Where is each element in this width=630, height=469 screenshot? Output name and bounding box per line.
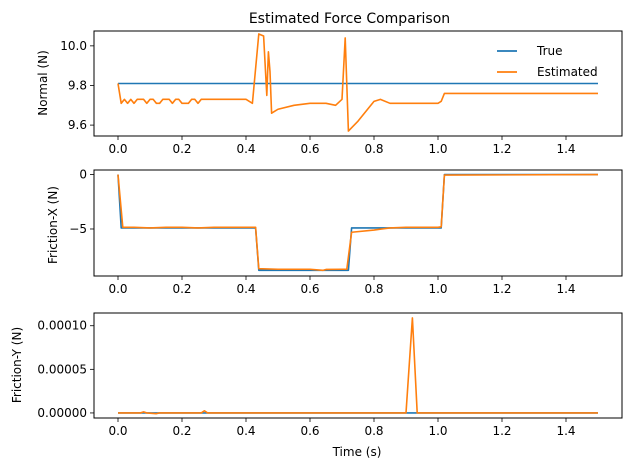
legend-true-label: True xyxy=(536,44,563,58)
friction-y-axes-frame xyxy=(93,312,623,419)
x-tick-label: 0.8 xyxy=(364,424,383,438)
x-tick-label: 0.4 xyxy=(236,282,255,296)
x-tick-label: 0.6 xyxy=(300,282,319,296)
friction-y-panel: 0.0 0.2 0.4 0.6 0.8 1.0 1.2 1.4 0.00000 0.00005 0.… xyxy=(10,312,623,459)
normal-ticks: 0.0 0.2 0.4 0.6 0.8 1.0 1.2 1.4 9.6 9.8 10.0 xyxy=(60,39,575,156)
normal-series xyxy=(117,33,598,132)
x-tick-label: 1.2 xyxy=(492,142,511,156)
x-tick-label: 0.8 xyxy=(364,282,383,296)
y-tick-label: 9.8 xyxy=(68,78,87,92)
y-tick-label: 10.0 xyxy=(60,39,87,53)
normal-force-panel: Estimated Force Comparison 0.0 0.2 0.4 0.6 0… xyxy=(36,11,623,156)
y-tick-label: −5 xyxy=(69,222,87,236)
x-tick-label: 1.0 xyxy=(428,142,447,156)
series-line-estimated xyxy=(117,33,598,132)
y-tick-label: 0.00005 xyxy=(37,362,87,376)
friction-y-y-axis-label: Friction-Y (N) xyxy=(10,327,24,403)
friction-x-ticks: 0.0 0.2 0.4 0.6 0.8 1.0 1.2 1.4 −5 0 xyxy=(69,168,575,296)
chart-title: Estimated Force Comparison xyxy=(249,11,450,27)
x-tick-label: 1.4 xyxy=(556,142,575,156)
friction-x-panel: 0.0 0.2 0.4 0.6 0.8 1.0 1.2 1.4 −5 0 Friction-X (… xyxy=(46,168,623,296)
legend: True Estimated xyxy=(497,44,598,79)
x-tick-label: 0.8 xyxy=(364,142,383,156)
x-tick-label: 0.2 xyxy=(172,142,191,156)
x-tick-label: 0.6 xyxy=(300,142,319,156)
y-tick-label: 9.6 xyxy=(68,118,87,132)
y-tick-label: 0.00000 xyxy=(37,406,87,420)
x-tick-label: 1.2 xyxy=(492,282,511,296)
friction-x-series xyxy=(117,173,599,272)
x-tick-label: 0.4 xyxy=(236,424,255,438)
x-axis-label: Time (s) xyxy=(332,445,382,459)
normal-axes-frame xyxy=(93,30,623,137)
x-tick-label: 0.0 xyxy=(108,424,127,438)
friction-y-ticks: 0.0 0.2 0.4 0.6 0.8 1.0 1.2 1.4 0.00000 0.00005 0.… xyxy=(37,319,575,438)
x-tick-label: 0.4 xyxy=(236,142,255,156)
x-tick-label: 1.0 xyxy=(428,424,447,438)
normal-y-axis-label: Normal (N) xyxy=(36,50,50,116)
y-tick-label: 0.00010 xyxy=(37,319,87,333)
x-tick-label: 0.2 xyxy=(172,282,191,296)
x-tick-label: 0.0 xyxy=(108,282,127,296)
series-line-estimated xyxy=(118,317,598,415)
friction-x-y-axis-label: Friction-X (N) xyxy=(46,186,60,264)
x-tick-label: 0.0 xyxy=(108,142,127,156)
legend-estimated-label: Estimated xyxy=(537,65,598,79)
x-tick-label: 1.4 xyxy=(556,424,575,438)
friction-x-axes-frame xyxy=(93,169,623,277)
x-tick-label: 0.2 xyxy=(172,424,191,438)
x-tick-label: 1.4 xyxy=(556,282,575,296)
x-tick-label: 0.6 xyxy=(300,424,319,438)
friction-y-series xyxy=(118,317,598,415)
x-tick-label: 1.0 xyxy=(428,282,447,296)
series-line-estimated xyxy=(117,173,599,272)
x-tick-label: 1.2 xyxy=(492,424,511,438)
y-tick-label: 0 xyxy=(79,168,87,182)
